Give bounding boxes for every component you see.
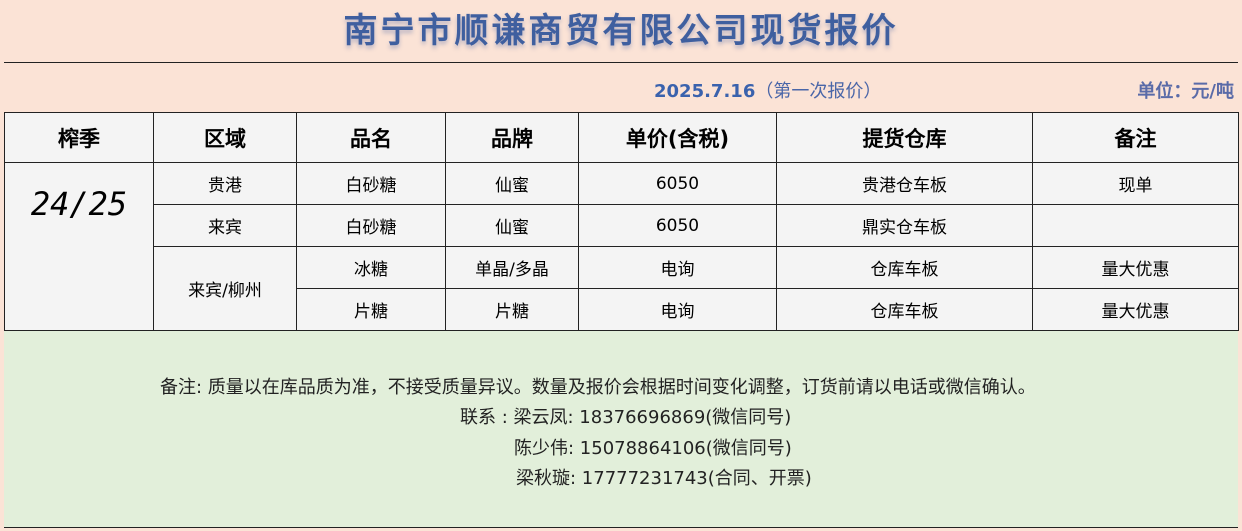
header-cell: 榨季 [4, 112, 154, 163]
header-cell: 品名 [296, 112, 446, 163]
warehouse-cell: 贵港仓车板 [776, 162, 1033, 205]
remark-cell: 现单 [1032, 162, 1239, 205]
price-cell: 6050 [578, 162, 777, 205]
warehouse-cell: 仓库车板 [776, 246, 1033, 289]
quote-date: 2025.7.16（第一次报价） [654, 77, 881, 103]
product-cell: 白砂糖 [296, 162, 446, 205]
brand-cell: 片糖 [445, 288, 579, 331]
header-cell: 区域 [153, 112, 297, 163]
brand-cell: 仙蜜 [445, 204, 579, 247]
notes-panel: 备注: 质量以在库品质为准，不接受质量异议。数量及报价会根据时间变化调整，订货前… [4, 331, 1238, 528]
price-cell: 6050 [578, 204, 777, 247]
remark-cell: 量大优惠 [1032, 288, 1239, 331]
brand-cell: 仙蜜 [445, 162, 579, 205]
region-cell: 来宾 [153, 204, 297, 247]
warehouse-cell: 鼎实仓车板 [776, 204, 1033, 247]
contact-line: 联系 : 梁云凤: 18376696869(微信同号) [460, 407, 792, 428]
remark-note: 备注: 质量以在库品质为准，不接受质量异议。数量及报价会根据时间变化调整，订货前… [160, 377, 1036, 398]
page-title: 南宁市顺谦商贸有限公司现货报价 [343, 11, 899, 51]
region-cell: 来宾/柳州 [153, 246, 297, 331]
warehouse-cell: 仓库车板 [776, 288, 1033, 331]
product-cell: 白砂糖 [296, 204, 446, 247]
brand-cell: 单晶/多晶 [445, 246, 579, 289]
table-row: 来宾/柳州 冰糖 单晶/多晶 电询 仓库车板 量大优惠 [5, 246, 1239, 331]
price-cell: 电询 [578, 246, 777, 289]
table-header: 榨季 区域 品名 品牌 单价(含税) 提货仓库 备注 [4, 112, 1239, 163]
header-cell: 单价(含税) [578, 112, 777, 163]
product-cell: 片糖 [296, 288, 446, 331]
remark-cell: 量大优惠 [1032, 246, 1239, 289]
header-cell: 品牌 [445, 112, 579, 163]
product-cell: 冰糖 [296, 246, 446, 289]
header-cell: 备注 [1032, 112, 1239, 163]
season-cell: 24/25 [4, 162, 154, 331]
header-cell: 提货仓库 [776, 112, 1033, 163]
region-cell: 贵港 [153, 162, 297, 205]
price-cell: 电询 [578, 288, 777, 331]
table-row: 片糖 片糖 电询 仓库车板 量大优惠 [5, 288, 1239, 331]
remark-cell [1032, 204, 1239, 247]
contact-line: 陈少伟: 15078864106(微信同号) [514, 438, 792, 459]
table-row: 来宾 白砂糖 仙蜜 6050 鼎实仓车板 [5, 204, 1239, 247]
table-row: 24/25 贵港 白砂糖 仙蜜 6050 贵港仓车板 现单 [4, 162, 1239, 331]
quote-round: （第一次报价） [755, 81, 882, 102]
date-row: 2025.7.16（第一次报价） 单位：元/吨 [4, 62, 1238, 113]
date-text: 2025.7.16 [654, 81, 756, 102]
price-table: 榨季 区域 品名 品牌 单价(含税) 提货仓库 备注 24/25 贵港 白砂糖 … [4, 112, 1239, 331]
unit-label: 单位：元/吨 [1137, 81, 1234, 102]
contact-line: 梁秋璇: 17777231743(合同、开票) [516, 468, 812, 489]
